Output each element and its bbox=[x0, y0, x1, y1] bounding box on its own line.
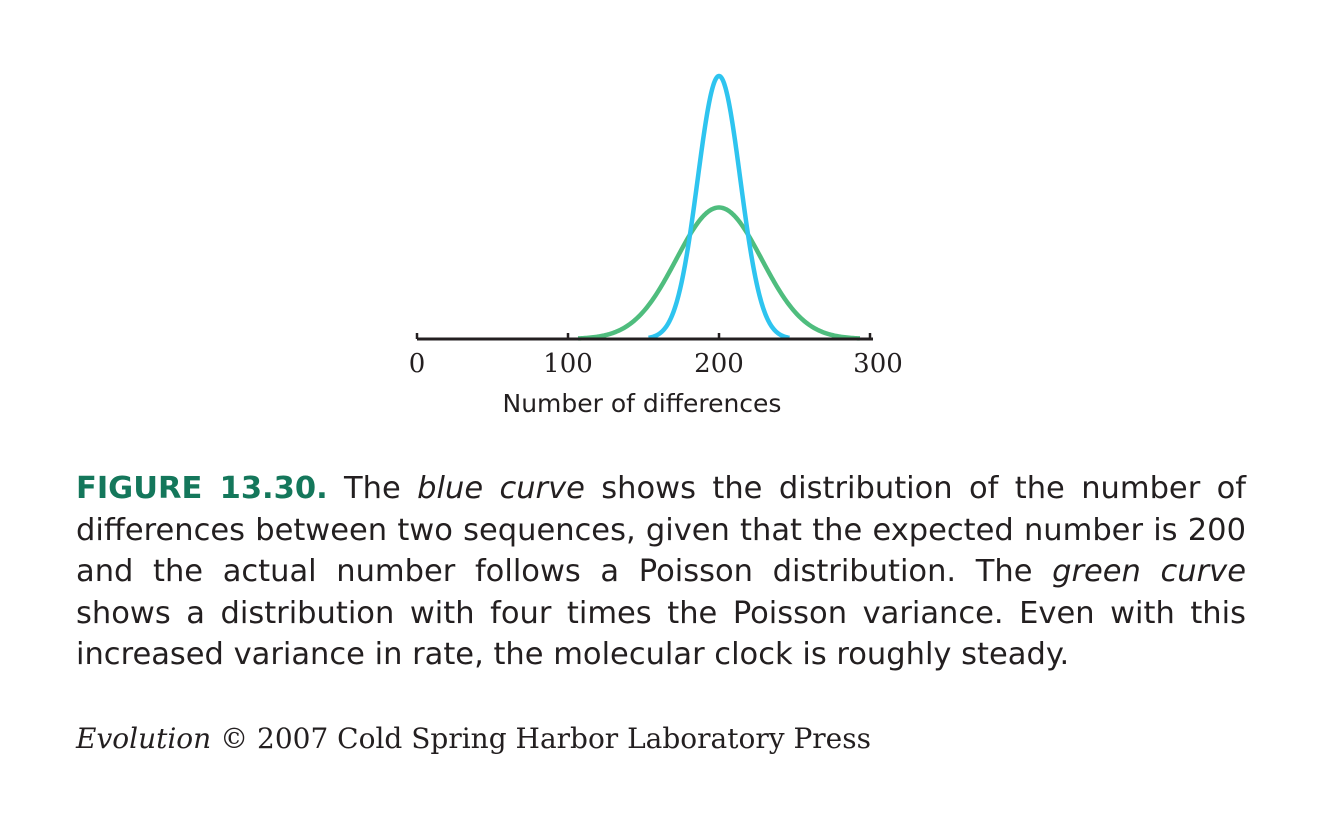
caption-text-3: shows a distribution with four times the… bbox=[76, 595, 1246, 673]
credit-book-title: Evolution bbox=[76, 722, 212, 755]
caption-text-2: shows the distribution of the number of … bbox=[76, 471, 1247, 589]
distribution-chart: 0 100 200 300 Number of differences bbox=[409, 73, 903, 418]
figure-label: FIGURE 13.30. bbox=[76, 471, 328, 506]
x-tick-label: 300 bbox=[853, 349, 903, 379]
credit-text: © 2007 Cold Spring Harbor Laboratory Pre… bbox=[211, 722, 871, 755]
copyright-credit: Evolution © 2007 Cold Spring Harbor Labo… bbox=[76, 722, 871, 755]
caption-text-1: The bbox=[327, 471, 418, 506]
series-curve-0 bbox=[646, 73, 792, 341]
caption-emphasis-green: green curve bbox=[1052, 554, 1246, 589]
x-axis-ticks: 0 100 200 300 bbox=[409, 333, 903, 379]
curves-group bbox=[576, 73, 862, 341]
caption-emphasis-blue: blue curve bbox=[417, 471, 585, 506]
series-curve-1 bbox=[576, 205, 862, 341]
figure-caption: FIGURE 13.30. The blue curve shows the d… bbox=[76, 468, 1246, 676]
x-tick-label: 200 bbox=[694, 349, 744, 379]
x-tick-label: 100 bbox=[543, 349, 593, 379]
x-axis-title: Number of differences bbox=[503, 389, 782, 418]
x-tick-label: 0 bbox=[409, 349, 426, 379]
